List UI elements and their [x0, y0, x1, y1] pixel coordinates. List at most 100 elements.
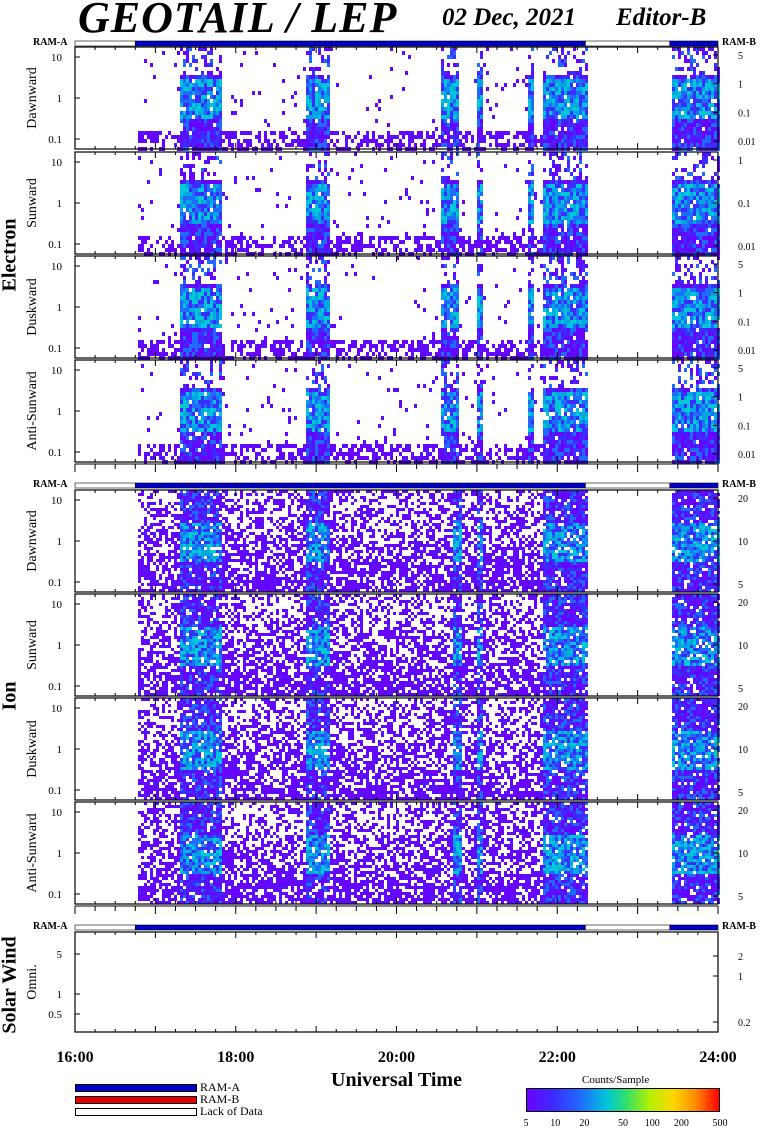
left-tick-solar-2: 0.5 [48, 1009, 62, 1021]
right-tick-electron-3-1: 1 [738, 393, 743, 404]
left-tick-ion-1-2: 0.1 [48, 681, 62, 693]
colorbar-tick-0: 5 [524, 1118, 529, 1128]
legend-lack-label: Lack of Data [200, 1104, 263, 1119]
left-tick-electron-0-2: 0.1 [48, 134, 62, 146]
left-tick-ion-2-1: 1 [57, 744, 63, 756]
panel-electron-2 [138, 256, 720, 360]
ram-status-segment-ion-3 [670, 483, 718, 488]
left-tick-ion-2-2: 0.1 [48, 785, 62, 797]
left-tick-ion-3-1: 1 [57, 848, 63, 860]
time-tick-label-3: 22:00 [539, 1049, 576, 1066]
right-tick-ion-1-2: 5 [738, 684, 743, 695]
right-tick-ion-1-0: 20 [738, 598, 748, 609]
panel-ion-1 [138, 594, 720, 696]
colorbar-tick-1: 10 [550, 1118, 560, 1128]
right-tick-ion-0-0: 20 [738, 494, 748, 505]
right-tick-solar-2: 0.2 [738, 1018, 751, 1029]
colorbar-tick-5: 200 [674, 1118, 689, 1128]
colorbar-tick-2: 20 [579, 1118, 589, 1128]
time-tick-label-0: 16:00 [56, 1049, 93, 1066]
chart-canvas: RAM-A RAM-BRAM-A RAM-BRAM-A RAM-BDawnward10… [0, 0, 762, 1128]
left-tick-solar-1: 1 [57, 989, 63, 1001]
ram-status-segment-solar-3 [670, 925, 718, 930]
legend-ram-b-swatch [75, 1096, 197, 1104]
left-tick-electron-2-2: 0.1 [48, 343, 62, 355]
panel-frame-electron-0 [75, 47, 718, 149]
panel-label-ion-2: Duskward [25, 720, 40, 778]
right-tick-ion-2-2: 5 [738, 788, 743, 799]
left-tick-ion-0-1: 1 [57, 536, 63, 548]
left-tick-electron-1-0: 10 [51, 157, 63, 169]
right-tick-electron-2-3: 0.01 [738, 346, 756, 357]
right-tick-ion-0-2: 5 [738, 580, 743, 591]
left-tick-ion-2-0: 10 [51, 703, 63, 715]
colorbar-tick-4: 100 [645, 1118, 660, 1128]
ram-status-segment-solar-2 [585, 925, 669, 930]
ram-status-segment-electron-2 [585, 41, 669, 46]
panel-label-ion-1: Sunward [25, 620, 40, 670]
right-tick-electron-2-2: 0.1 [738, 317, 751, 328]
left-tick-ion-3-2: 0.1 [48, 889, 62, 901]
left-tick-ion-1-0: 10 [51, 599, 63, 611]
right-tick-electron-3-0: 5 [738, 364, 743, 375]
panel-label-ion-0: Dawnward [25, 510, 40, 571]
ram-b-label-ion: RAM-B [722, 479, 756, 490]
right-tick-ion-2-1: 10 [738, 745, 748, 756]
panel-ion-2 [138, 698, 720, 800]
right-tick-electron-0-2: 0.1 [738, 108, 751, 119]
right-tick-electron-2-1: 1 [738, 289, 743, 300]
left-tick-electron-3-1: 1 [57, 406, 63, 418]
time-tick-label-2: 20:00 [378, 1049, 415, 1066]
left-tick-ion-3-0: 10 [51, 807, 63, 819]
left-tick-electron-1-2: 0.1 [48, 239, 62, 251]
time-tick-label-4: 24:00 [699, 1049, 736, 1066]
colorbar-title: Counts/Sample [582, 1074, 649, 1086]
time-tick-label-1: 18:00 [217, 1049, 254, 1066]
right-tick-electron-1-0: 1 [738, 156, 743, 167]
panel-ion-0 [138, 490, 720, 592]
ram-status-segment-electron-0 [75, 41, 135, 46]
legend-lack-swatch [75, 1108, 197, 1116]
panel-label-electron-1: Sunward [25, 178, 40, 228]
left-tick-ion-0-0: 10 [51, 495, 63, 507]
panel-label-electron-2: Duskward [25, 278, 40, 336]
ram-a-label-electron: RAM-A [33, 37, 68, 48]
panel-label-solar-wind: Omni. [25, 964, 40, 999]
left-tick-electron-3-0: 10 [51, 365, 63, 377]
ram-status-segment-ion-0 [75, 483, 135, 488]
right-tick-electron-0-3: 0.01 [738, 137, 756, 148]
right-tick-electron-3-3: 0.01 [738, 450, 756, 461]
panel-electron-3 [138, 360, 720, 464]
left-tick-electron-1-1: 1 [57, 198, 63, 210]
right-tick-ion-3-2: 5 [738, 892, 743, 903]
legend-ram-a-swatch [75, 1084, 197, 1092]
panel-label-ion-3: Anti-Sunward [25, 813, 40, 892]
right-tick-electron-1-2: 0.01 [738, 242, 756, 253]
right-tick-electron-2-0: 5 [738, 260, 743, 271]
ram-a-label-ion: RAM-A [33, 479, 68, 490]
left-tick-electron-0-1: 1 [57, 93, 63, 105]
panel-label-electron-3: Anti-Sunward [25, 371, 40, 450]
right-tick-electron-0-0: 5 [738, 51, 743, 62]
left-tick-electron-2-1: 1 [57, 302, 63, 314]
right-tick-ion-3-1: 10 [738, 849, 748, 860]
ram-status-segment-ion-2 [585, 483, 669, 488]
panel-frame-solar-wind [75, 932, 718, 1032]
right-tick-electron-3-2: 0.1 [738, 421, 751, 432]
right-tick-solar-0: 2 [738, 952, 743, 963]
right-tick-ion-0-1: 10 [738, 537, 748, 548]
ram-status-segment-ion-1 [135, 483, 585, 488]
right-tick-solar-1: 1 [738, 972, 743, 983]
ram-status-segment-solar-1 [135, 925, 585, 930]
right-tick-ion-1-1: 10 [738, 641, 748, 652]
left-tick-ion-0-2: 0.1 [48, 577, 62, 589]
panel-label-electron-0: Dawnward [25, 67, 40, 128]
ram-status-segment-solar-0 [75, 925, 135, 930]
colorbar-tick-3: 50 [618, 1118, 628, 1128]
ram-b-label-solar: RAM-B [722, 921, 756, 932]
left-tick-electron-3-2: 0.1 [48, 447, 62, 459]
colorbar-tick-6: 500 [713, 1118, 728, 1128]
ram-a-label-solar: RAM-A [33, 921, 68, 932]
left-tick-electron-0-0: 10 [51, 52, 63, 64]
ram-b-label-electron: RAM-B [722, 37, 756, 48]
